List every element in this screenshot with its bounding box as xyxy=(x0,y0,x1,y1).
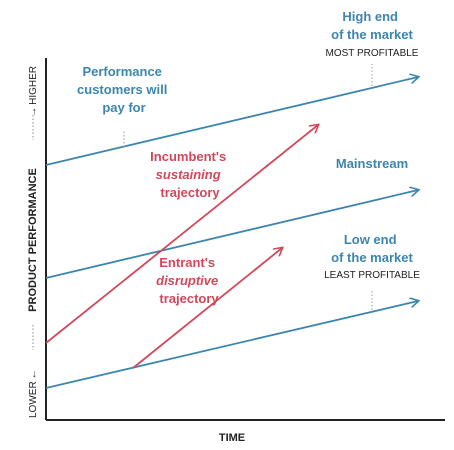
x-axis-label: TIME xyxy=(219,432,245,444)
low-end-label: Low end of the market xyxy=(331,232,413,265)
y-axis-label: PRODUCT PERFORMANCE xyxy=(27,168,39,312)
incumbent-trajectory-line xyxy=(45,125,318,344)
entrant-trajectory-line xyxy=(132,248,282,369)
low-end-line xyxy=(45,301,418,389)
entrant-label: Entrant's disruptive trajectory xyxy=(156,255,222,306)
incumbent-label: Incumbent's sustaining trajectory xyxy=(150,149,230,200)
performance-label: Performance customers will pay for xyxy=(77,64,171,115)
y-axis-high-label: →HIGHER xyxy=(28,66,39,117)
high-end-sublabel: MOST PROFITABLE xyxy=(326,48,419,59)
mainstream-label: Mainstream xyxy=(336,156,408,171)
mainstream-line xyxy=(45,190,418,279)
high-end-label: High end of the market xyxy=(331,9,413,42)
y-axis-low-label: LOWER← xyxy=(28,369,39,418)
performance-customers-line xyxy=(45,77,418,166)
low-end-sublabel: LEAST PROFITABLE xyxy=(324,270,420,281)
